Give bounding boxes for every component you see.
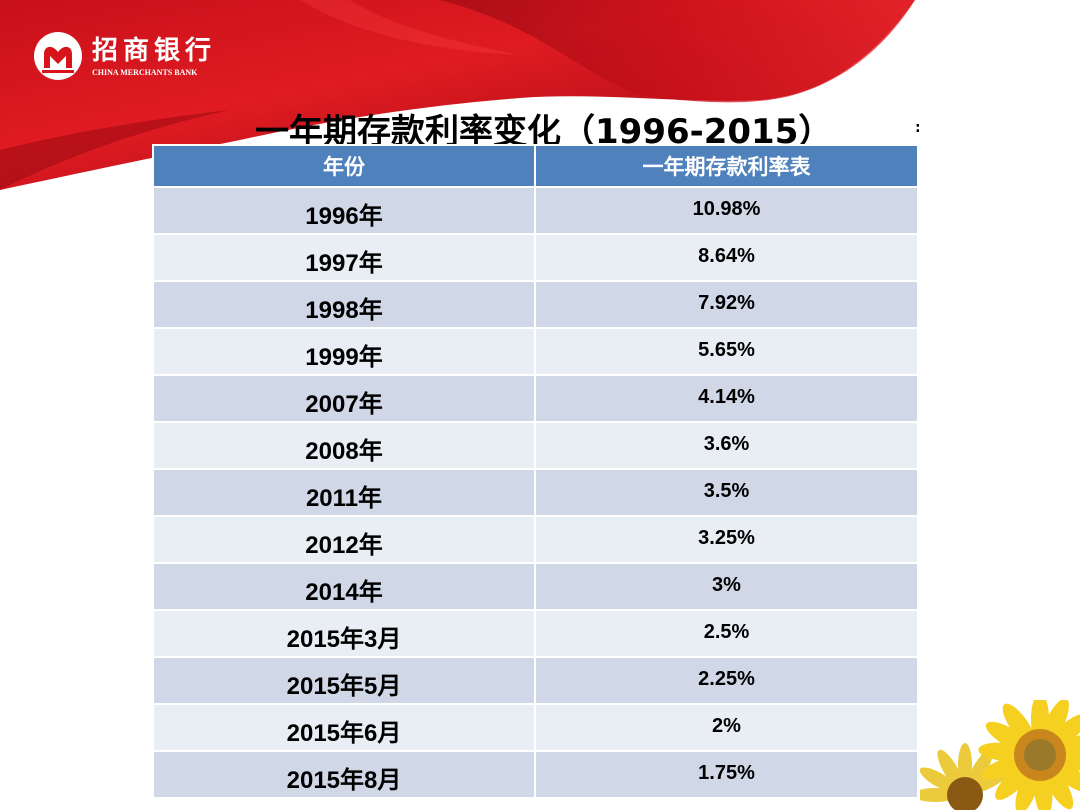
table-row: 1999年 5.65% [152, 327, 919, 376]
title-colon: : [915, 120, 921, 136]
table-row: 2015年3月 2.5% [152, 609, 919, 658]
table-row: 1998年 7.92% [152, 280, 919, 329]
rate-cell: 10.98% [534, 186, 919, 235]
table-row: 2015年8月 1.75% [152, 750, 919, 799]
year-cell: 2015年5月 [152, 656, 536, 705]
column-header-year: 年份 [152, 144, 536, 188]
table-row: 2011年 3.5% [152, 468, 919, 517]
rate-cell: 3.5% [534, 468, 919, 517]
year-cell: 1999年 [152, 327, 536, 376]
rate-cell: 2% [534, 703, 919, 752]
table-row: 2015年5月 2.25% [152, 656, 919, 705]
year-cell: 2012年 [152, 515, 536, 564]
table-row: 2014年 3% [152, 562, 919, 611]
rate-cell: 2.5% [534, 609, 919, 658]
table-row: 1997年 8.64% [152, 233, 919, 282]
table-row: 2012年 3.25% [152, 515, 919, 564]
rate-cell: 5.65% [534, 327, 919, 376]
year-cell: 2015年6月 [152, 703, 536, 752]
year-cell: 2008年 [152, 421, 536, 470]
year-cell: 2011年 [152, 468, 536, 517]
sunflower-image [920, 700, 1080, 810]
deposit-rate-table: 年份 一年期存款利率表 1996年 10.98% 1997年 8.64% 1998年… [152, 144, 919, 799]
rate-cell: 3.6% [534, 421, 919, 470]
year-cell: 1998年 [152, 280, 536, 329]
bank-name-en: CHINA MERCHANTS BANK [92, 67, 198, 77]
rate-cell: 3% [534, 562, 919, 611]
year-cell: 2014年 [152, 562, 536, 611]
bank-name-cn: 招商银行 [92, 35, 217, 66]
table-header-row: 年份 一年期存款利率表 [152, 144, 919, 188]
table-row: 2008年 3.6% [152, 421, 919, 470]
rate-cell: 1.75% [534, 750, 919, 799]
year-cell: 2015年3月 [152, 609, 536, 658]
year-cell: 1997年 [152, 233, 536, 282]
bank-logo-icon [34, 32, 82, 80]
rate-cell: 3.25% [534, 515, 919, 564]
table-row: 1996年 10.98% [152, 186, 919, 235]
year-cell: 2015年8月 [152, 750, 536, 799]
column-header-rate: 一年期存款利率表 [534, 144, 919, 188]
rate-cell: 2.25% [534, 656, 919, 705]
table-row: 2007年 4.14% [152, 374, 919, 423]
rate-cell: 8.64% [534, 233, 919, 282]
rate-cell: 7.92% [534, 280, 919, 329]
rate-cell: 4.14% [534, 374, 919, 423]
table-row: 2015年6月 2% [152, 703, 919, 752]
bank-logo: 招商银行 CHINA MERCHANTS BANK [34, 32, 216, 80]
year-cell: 1996年 [152, 186, 536, 235]
year-cell: 2007年 [152, 374, 536, 423]
